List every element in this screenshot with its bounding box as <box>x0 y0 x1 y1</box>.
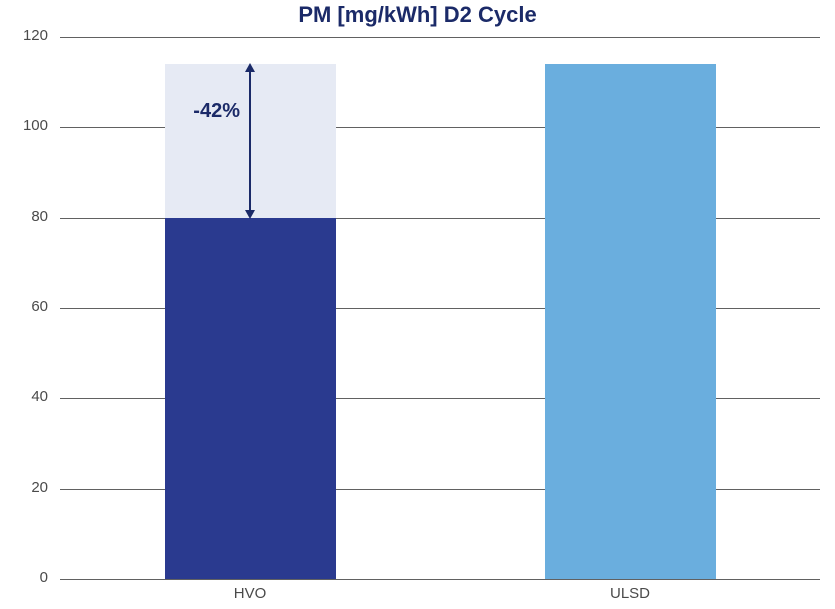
x-tick-label: ULSD <box>570 585 690 602</box>
gridline <box>60 37 820 38</box>
y-tick-label: 40 <box>0 388 48 405</box>
annotation-label: -42% <box>170 100 240 123</box>
bar-ulsd <box>545 64 716 579</box>
bar-hvo <box>165 218 336 579</box>
gridline <box>60 579 820 580</box>
y-tick-label: 60 <box>0 298 48 315</box>
y-tick-label: 120 <box>0 27 48 44</box>
annotation-arrowhead-up <box>245 63 255 72</box>
annotation-arrowhead-down <box>245 210 255 219</box>
chart-title: PM [mg/kWh] D2 Cycle <box>0 2 835 28</box>
y-tick-label: 0 <box>0 569 48 586</box>
y-tick-label: 20 <box>0 479 48 496</box>
y-tick-label: 80 <box>0 208 48 225</box>
annotation-arrow <box>249 70 251 212</box>
y-tick-label: 100 <box>0 117 48 134</box>
x-tick-label: HVO <box>190 585 310 602</box>
pm-bar-chart: PM [mg/kWh] D2 Cycle 0 20 40 60 80 100 120 HVO U… <box>0 0 835 609</box>
